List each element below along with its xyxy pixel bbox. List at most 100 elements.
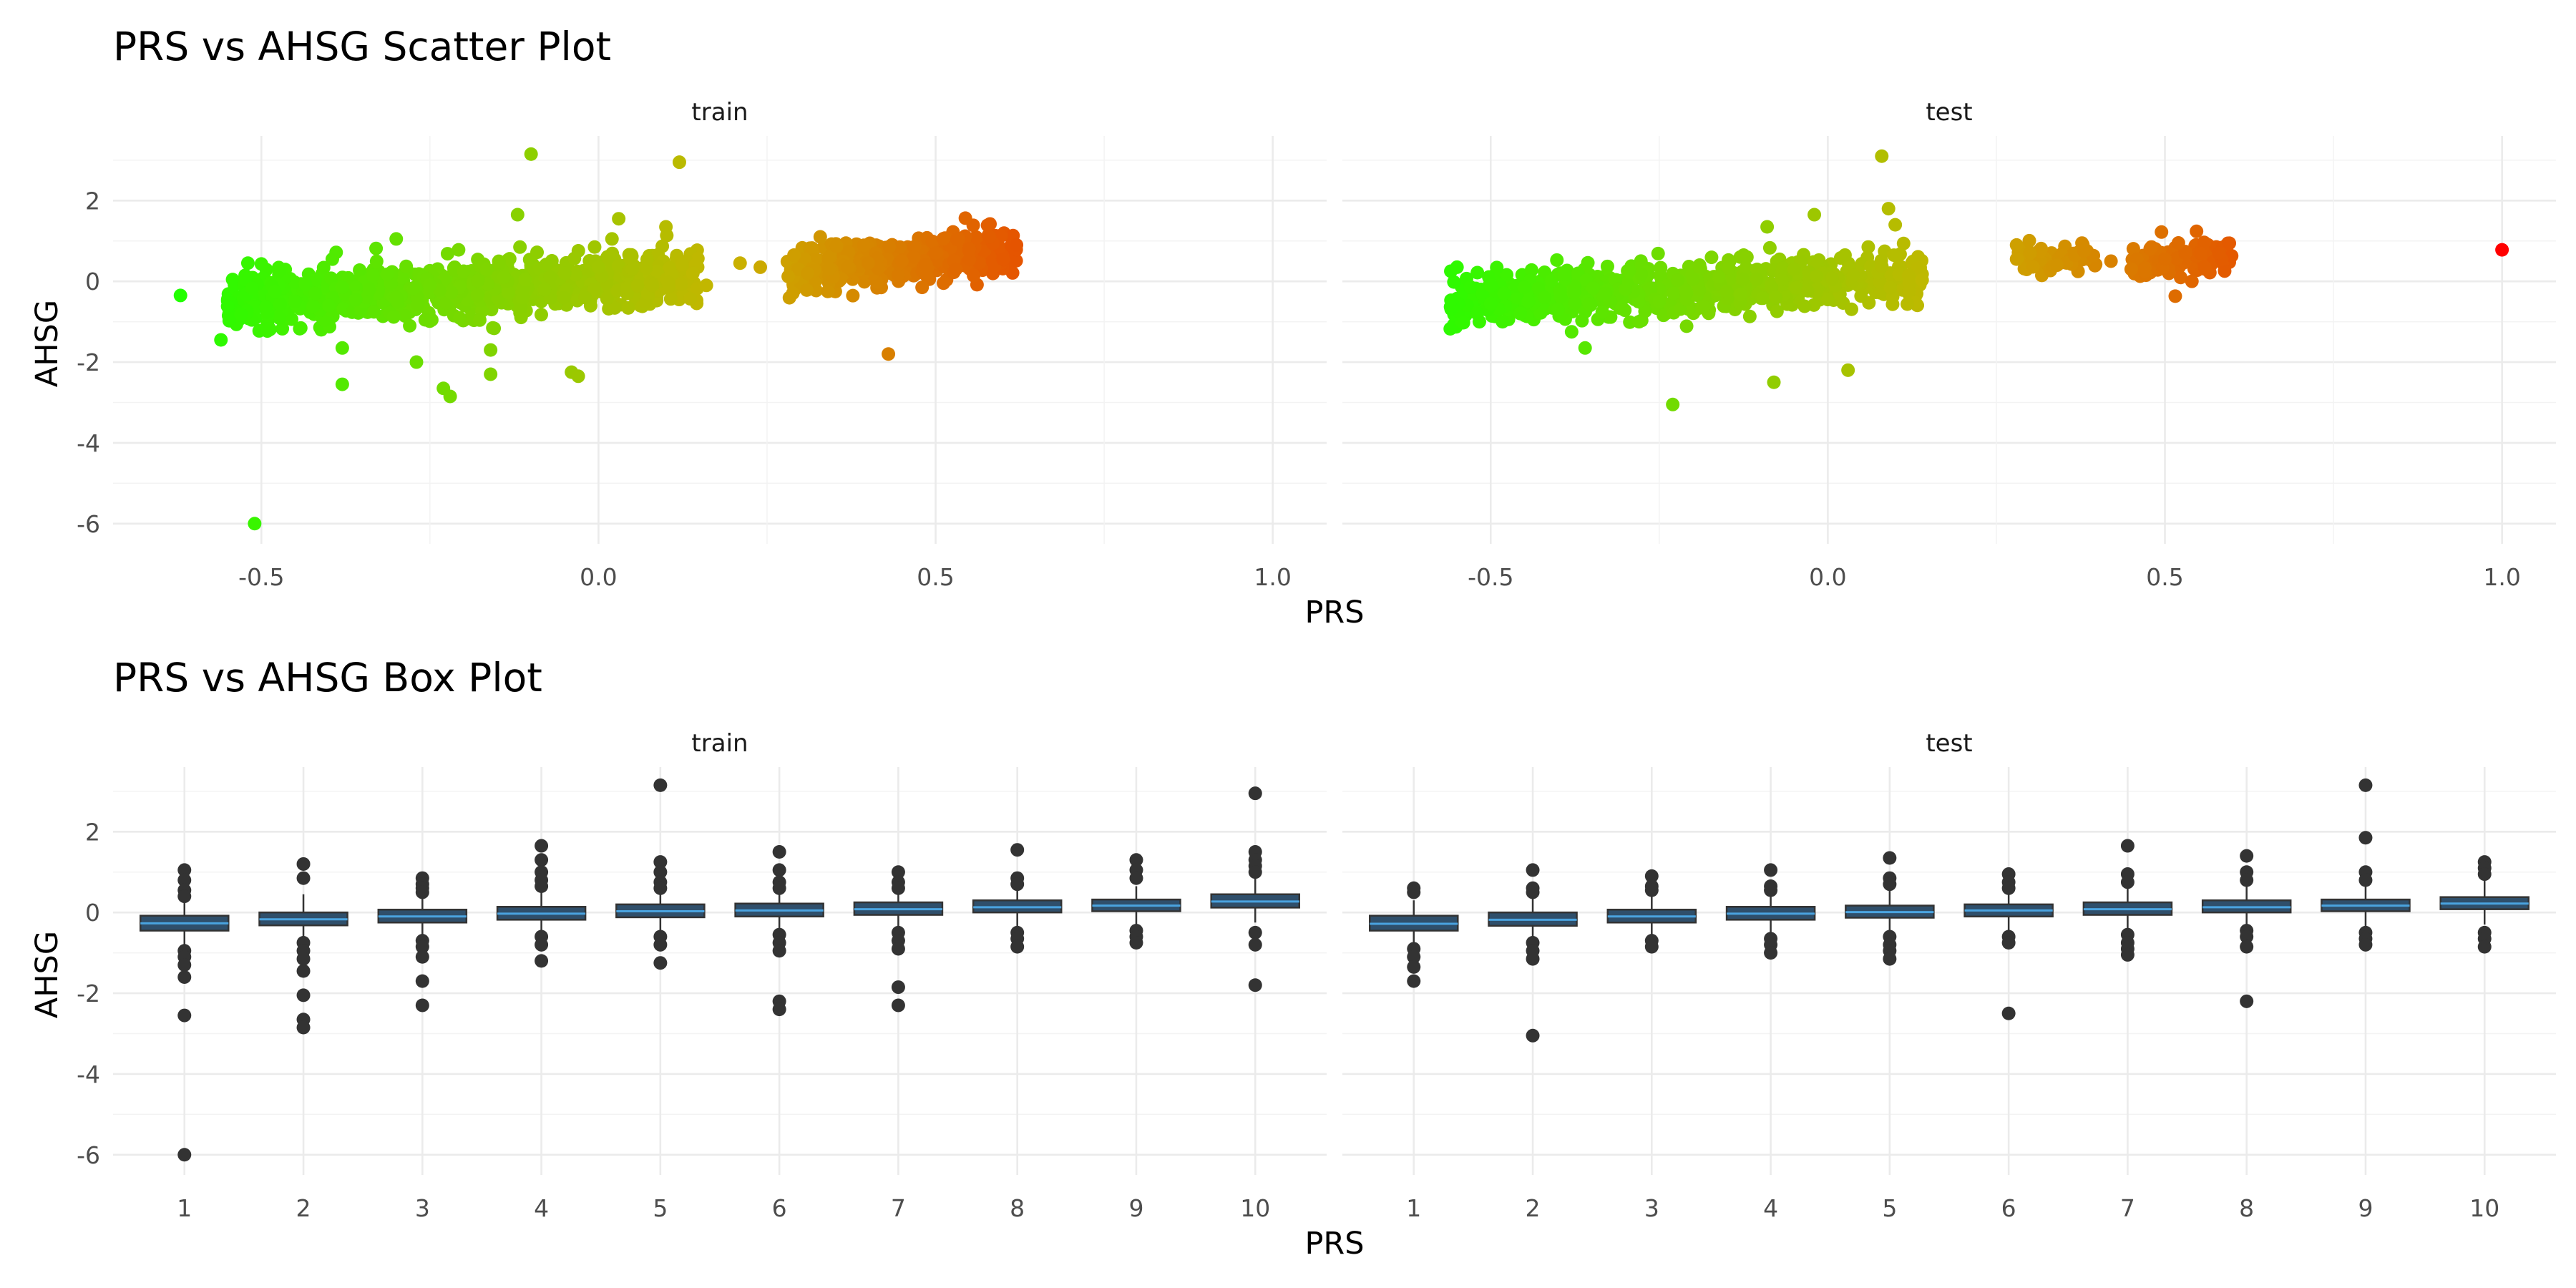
scatter-point <box>936 232 950 246</box>
scatter-point <box>645 278 660 293</box>
box-outlier-point <box>535 839 549 853</box>
scatter-point <box>2077 244 2091 258</box>
box-y-tick-label: 2 <box>85 818 100 846</box>
box-6 <box>734 845 824 1017</box>
box-outlier-point <box>772 881 786 895</box>
scatter-point <box>306 299 321 313</box>
scatter-point <box>1775 273 1789 287</box>
scatter-point <box>937 276 951 291</box>
scatter-point <box>2126 242 2140 256</box>
box-plot-title: PRS vs AHSG Box Plot <box>113 655 542 701</box>
scatter-point <box>308 286 323 301</box>
scatter-point <box>1667 286 1681 301</box>
scatter-point <box>567 251 582 265</box>
scatter-point <box>949 262 963 276</box>
scatter-point <box>1767 375 1781 389</box>
scatter-point <box>524 147 538 161</box>
scatter-point <box>259 300 273 314</box>
box-outlier-point <box>1407 974 1421 988</box>
box-outlier-point <box>891 881 905 895</box>
box-outlier-point <box>177 873 192 887</box>
scatter-point <box>1568 296 1582 311</box>
scatter-point <box>1756 291 1770 306</box>
scatter-point <box>1517 280 1531 295</box>
scatter-point <box>273 263 287 278</box>
scatter-point <box>1447 275 1461 289</box>
scatter-point <box>893 240 907 254</box>
scatter-point <box>510 208 525 222</box>
box-outlier-point <box>2240 930 2254 944</box>
scatter-point <box>1740 250 1754 264</box>
scatter-point <box>1787 262 1801 276</box>
scatter-point <box>1760 220 1775 234</box>
box-outlier-point <box>1644 883 1659 897</box>
scatter-point <box>1456 316 1470 330</box>
box-plot: -6 -4 -2 0 2 1 2 3 4 5 6 7 8 9 10 1 2 3 4 5 6 7 8 9 10 <box>77 767 2556 1222</box>
scatter-point <box>293 321 307 336</box>
scatter-point <box>822 262 836 276</box>
box-2 <box>258 857 348 1035</box>
scatter-point <box>457 264 471 278</box>
box-outlier-point <box>2240 849 2254 863</box>
scatter-point <box>1463 280 1478 294</box>
box-outlier-point <box>653 956 668 970</box>
scatter-point <box>240 256 255 270</box>
box-outlier-point <box>2120 875 2135 889</box>
scatter-point <box>322 298 336 313</box>
scatter-point <box>894 254 909 268</box>
box-outlier-point <box>2477 867 2492 882</box>
scatter-point <box>1887 248 1901 263</box>
box-x-tick-label: 1 <box>177 1194 192 1222</box>
box-10 <box>1210 786 1301 992</box>
box-10 <box>2439 855 2530 954</box>
scatter-point <box>1009 253 1023 268</box>
scatter-point <box>1444 293 1458 308</box>
scatter-x-tick-label: 1.0 <box>2483 563 2520 591</box>
scatter-y-tick-label: -2 <box>77 348 100 376</box>
box-outlier-point <box>1129 871 1143 885</box>
box-outlier-point <box>653 855 668 869</box>
box-outlier-point <box>1883 851 1897 865</box>
box-1 <box>1368 881 1459 988</box>
scatter-point <box>515 291 530 305</box>
scatter-point <box>389 291 404 305</box>
scatter-point <box>1881 202 1896 216</box>
scatter-point <box>173 288 187 303</box>
scatter-point <box>982 230 997 244</box>
scatter-point <box>369 241 384 255</box>
box-outlier-point <box>772 845 786 859</box>
scatter-point <box>1762 240 1777 255</box>
scatter-point <box>1619 282 1633 296</box>
box-outlier-point <box>1644 869 1659 883</box>
scatter-point <box>1901 297 1915 311</box>
box-outlier-point <box>653 865 668 879</box>
scatter-point <box>316 260 331 275</box>
scatter-point <box>612 259 626 273</box>
scatter-point <box>1010 238 1024 252</box>
box-outlier-point <box>1010 940 1025 954</box>
scatter-point <box>2218 264 2232 278</box>
scatter-point <box>996 252 1010 266</box>
scatter-point <box>472 313 487 327</box>
scatter-point <box>1575 313 1589 328</box>
scatter-point <box>841 260 855 274</box>
scatter-y-axis-title: AHSG <box>29 300 65 387</box>
box-3 <box>1606 869 1697 954</box>
scatter-point <box>423 278 437 293</box>
box-7 <box>853 865 944 1013</box>
scatter-point <box>2168 289 2182 303</box>
box-outlier-point <box>535 879 549 893</box>
scatter-point <box>882 347 896 361</box>
scatter-point <box>1735 272 1750 286</box>
box-outlier-point <box>177 1148 192 1162</box>
scatter-facet-test-label: test <box>1926 98 1972 127</box>
scatter-point <box>534 308 548 322</box>
scatter-point <box>353 263 367 277</box>
scatter-point <box>925 234 940 248</box>
scatter-point <box>1513 306 1528 321</box>
scatter-point <box>537 282 552 296</box>
box-outlier-point <box>1248 925 1262 940</box>
box-outlier-point <box>772 863 786 877</box>
scatter-point <box>254 257 268 271</box>
box-9 <box>2321 778 2411 952</box>
